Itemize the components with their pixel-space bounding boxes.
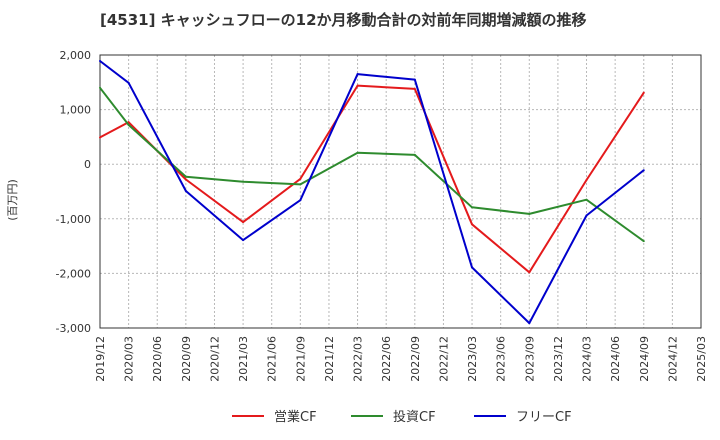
data-point [184, 175, 187, 178]
data-point [184, 189, 187, 192]
legend: 営業CF 投資CF フリーCF [232, 409, 572, 425]
data-point [642, 91, 645, 94]
data-point [242, 221, 245, 224]
data-point [299, 177, 302, 180]
series-layer [99, 60, 645, 325]
x-tick-label: 2024/12 [666, 336, 679, 382]
data-point [471, 206, 474, 209]
data-point [642, 169, 645, 172]
x-tick-label: 2023/12 [552, 336, 565, 382]
data-point [585, 214, 588, 217]
data-point [642, 240, 645, 243]
y-tick-label: -2,000 [56, 267, 91, 280]
data-point [184, 178, 187, 181]
data-point [585, 198, 588, 201]
data-point [528, 322, 531, 325]
x-tick-label: 2023/09 [523, 336, 536, 382]
y-axis-label: (百万円) [6, 179, 19, 221]
data-point [585, 179, 588, 182]
data-point [413, 87, 416, 90]
data-point [127, 123, 130, 126]
chart-title: [4531] キャッシュフローの12か月移動合計の対前年同期増減額の推移 [100, 11, 587, 29]
x-tick-label: 2019/12 [94, 336, 107, 382]
legend-label: 投資CF [393, 409, 436, 425]
data-point [127, 81, 130, 84]
data-point [299, 183, 302, 186]
x-tick-label: 2021/03 [237, 336, 250, 382]
x-tick-label: 2021/09 [294, 336, 307, 382]
legend-label: 営業CF [274, 409, 317, 425]
y-tick-label: -3,000 [56, 322, 91, 335]
x-tick-label: 2022/06 [380, 336, 393, 382]
data-point [242, 239, 245, 242]
x-tick-label: 2024/03 [581, 336, 594, 382]
grid-layer [99, 54, 702, 329]
x-tick-label: 2020/03 [123, 336, 136, 382]
x-tick-label: 2023/03 [466, 336, 479, 382]
series-line-営業CF [99, 84, 645, 274]
x-tick-label: 2024/09 [638, 336, 651, 382]
series-line-フリーCF [99, 60, 645, 325]
data-point [99, 136, 101, 139]
x-tick-label: 2022/03 [352, 336, 365, 382]
data-point [471, 266, 474, 269]
data-point [242, 180, 245, 183]
data-point [99, 86, 101, 89]
data-point [528, 212, 531, 215]
x-tick-label: 2020/06 [151, 336, 164, 382]
y-tick-label: -1,000 [56, 213, 91, 226]
y-tick-label: 2,000 [60, 49, 92, 62]
x-tick-label: 2020/09 [180, 336, 193, 382]
data-point [471, 223, 474, 226]
x-tick-label: 2025/03 [695, 336, 708, 382]
x-tick-label: 2022/12 [437, 336, 450, 382]
x-tick-label: 2021/12 [323, 336, 336, 382]
x-tick-label: 2020/12 [208, 336, 221, 382]
x-tick-label: 2022/09 [409, 336, 422, 382]
x-axis-ticks: 2019/12 2020/03 2020/06 2020/09 2020/12 2021/… [94, 336, 708, 382]
y-axis-ticks: 2,000 1,000 0 -1,000 -2,000 -3,000 [56, 49, 91, 335]
data-point [356, 84, 359, 87]
data-point [528, 271, 531, 274]
data-point [413, 78, 416, 81]
data-point [299, 199, 302, 202]
data-point [413, 153, 416, 156]
x-tick-label: 2023/06 [495, 336, 508, 382]
data-point [356, 73, 359, 76]
x-tick-label: 2021/06 [266, 336, 279, 382]
x-tick-label: 2024/06 [609, 336, 622, 382]
data-point [356, 151, 359, 154]
y-tick-label: 0 [84, 158, 91, 171]
data-point [99, 60, 101, 63]
plot-frame [99, 54, 702, 329]
y-tick-label: 1,000 [60, 104, 92, 117]
legend-label: フリーCF [516, 410, 572, 425]
